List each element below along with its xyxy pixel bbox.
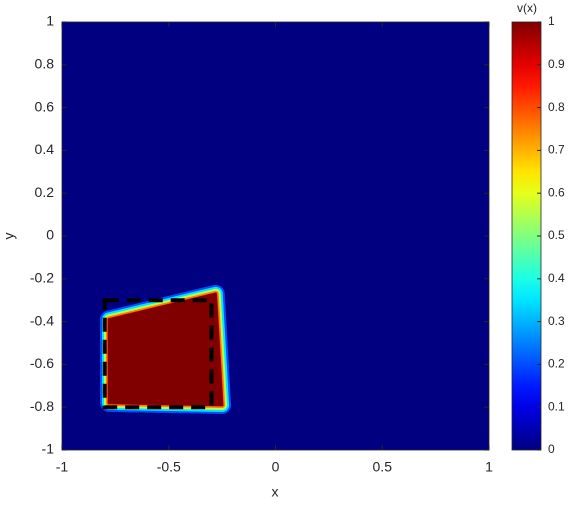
y-tick-label: -0.4 [30, 312, 54, 328]
colorbar-tick-label: 0.2 [548, 357, 565, 371]
y-tick-label: -0.8 [30, 398, 54, 414]
colorbar-tick-label: 0.7 [548, 143, 565, 157]
y-tick-label: -0.6 [30, 355, 54, 371]
colorbar-tick-label: 0.3 [548, 314, 565, 328]
colorbar-tick-label: 0.9 [548, 57, 565, 71]
colorbar [511, 21, 542, 451]
colorbar-tick-label: 0.4 [548, 271, 565, 285]
region [107, 292, 224, 407]
y-tick-label: 1 [46, 13, 54, 29]
x-axis-label: x [272, 484, 279, 500]
colorbar-tick-label: 0.6 [548, 185, 565, 199]
y-tick-label: 0.8 [35, 56, 55, 72]
plot-area [62, 22, 489, 450]
y-tick-label: 0 [46, 227, 54, 243]
y-tick-label: -1 [42, 441, 55, 457]
colorbar-tick-label: 0.8 [548, 100, 565, 114]
x-tick-label: 0 [272, 459, 280, 475]
colorbar-tick-label: 0 [548, 442, 555, 456]
y-tick-label: -0.2 [30, 270, 54, 286]
colorbar-label: v(x) [517, 1, 537, 15]
y-tick-label: 0.6 [35, 98, 55, 114]
target-box [102, 298, 214, 410]
x-tick-label: -0.5 [157, 459, 181, 475]
y-axis-label: y [1, 233, 17, 240]
y-tick-label: 0.2 [35, 184, 55, 200]
y-tick-label: 0.4 [35, 141, 55, 157]
colorbar-tick-label: 0.5 [548, 228, 565, 242]
colorbar-tick-label: 1 [548, 14, 555, 28]
colorbar-tick-label: 0.1 [548, 399, 565, 413]
x-tick-label: 1 [485, 459, 493, 475]
x-tick-label: -1 [56, 459, 69, 475]
x-tick-label: 0.5 [373, 459, 393, 475]
